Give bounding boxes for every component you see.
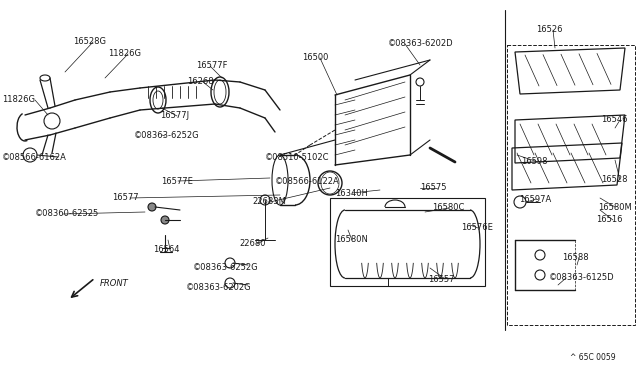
Text: ©08363-6252G: ©08363-6252G [193,263,259,272]
Text: 16577E: 16577E [161,176,193,186]
Text: ©08363-6202D: ©08363-6202D [388,39,454,48]
Text: 16577J: 16577J [160,112,189,121]
Text: ©08363-6202G: ©08363-6202G [186,282,252,292]
Circle shape [148,203,156,211]
Text: ©08566-6122A: ©08566-6122A [275,176,340,186]
Bar [507,45,635,325]
Text: 16575: 16575 [420,183,447,192]
Text: 16340H: 16340H [335,189,368,198]
Text: 11826G: 11826G [2,96,35,105]
Text: FRONT: FRONT [100,279,129,288]
Text: 16580C: 16580C [432,203,465,212]
Text: ©08363-6125D: ©08363-6125D [549,273,614,282]
Text: 16577F: 16577F [196,61,227,71]
Text: 22680: 22680 [239,240,266,248]
Text: 16580M: 16580M [598,202,632,212]
Text: ©08510-5102C: ©08510-5102C [265,153,330,161]
Text: ©08566-6162A: ©08566-6162A [2,153,67,161]
Text: 22683M: 22683M [252,198,286,206]
Text: 16564: 16564 [153,244,179,253]
Text: 16546: 16546 [601,115,627,125]
Circle shape [161,216,169,224]
Text: 11826G: 11826G [108,49,141,58]
Text: 16268: 16268 [187,77,214,87]
Text: 16576E: 16576E [461,224,493,232]
Text: 16500: 16500 [302,54,328,62]
Text: ^ 65C 0059: ^ 65C 0059 [570,353,616,362]
Text: 16516: 16516 [596,215,623,224]
Text: 16598: 16598 [521,157,547,167]
Text: ©08363-6252G: ©08363-6252G [134,131,200,141]
Text: 16528G: 16528G [73,38,106,46]
Text: ©08360-62525: ©08360-62525 [35,209,99,218]
Text: 16580N: 16580N [335,235,368,244]
Text: 16528: 16528 [601,176,627,185]
Bar [330,198,485,286]
Text: 16588: 16588 [562,253,589,263]
Text: 16577: 16577 [112,193,139,202]
Text: 16526: 16526 [536,26,563,35]
Text: 16557: 16557 [428,275,454,283]
Text: 16597A: 16597A [519,195,551,203]
